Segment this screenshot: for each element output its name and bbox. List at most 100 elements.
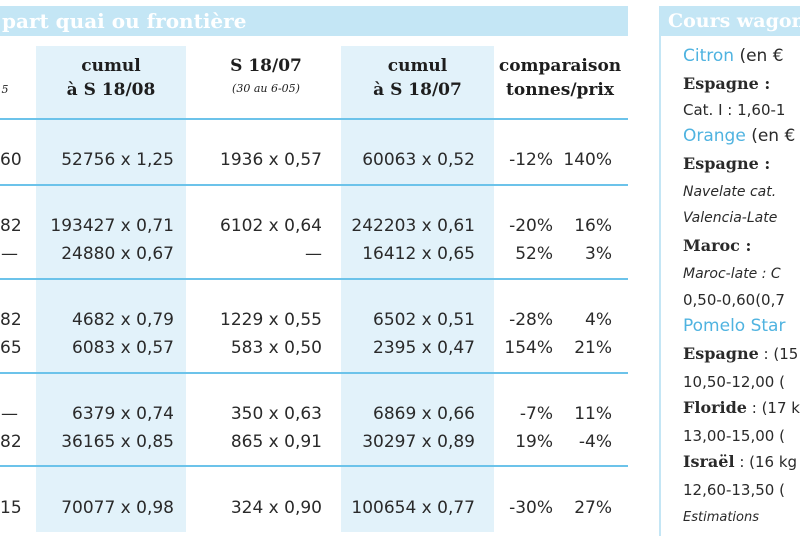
cell-compare-tonnes: 154% [504, 338, 553, 358]
cell-cumul-2007: 242203 x 0,61 [351, 216, 475, 236]
header-cumul-2007-line2: à S 18/07 [373, 80, 462, 100]
cell-col0: 82 [0, 216, 22, 236]
sidebar-line-text: Espagne : [683, 154, 771, 173]
row-divider [0, 278, 628, 280]
sidebar-title: Cours wagon [659, 6, 800, 36]
sidebar-line-text: Cat. I : 1,60-1 [683, 101, 786, 119]
sidebar-line-text: Espagne : [683, 74, 771, 93]
sidebar-line-text: Citron [683, 46, 735, 66]
cell-cumul-2008: 6083 x 0,57 [72, 338, 174, 358]
cell-cumul-2007: 6502 x 0,51 [373, 310, 475, 330]
table-section-title: part quai ou frontière [0, 6, 628, 36]
header-cumul-2008: cumul à S 18/08 [36, 54, 186, 102]
sidebar-line-extra: (en € [745, 126, 796, 146]
cell-cumul-2008: 36165 x 0,85 [61, 432, 174, 452]
cell-compare-tonnes: -7% [519, 404, 553, 424]
sidebar-line-italic: Maroc-late : C [683, 264, 781, 284]
header-col0-fragment: 5 [1, 83, 9, 96]
header-week: S 18/07 (30 au 6-05) [196, 54, 336, 100]
sidebar-line-extra: : (17 k [746, 399, 800, 417]
sidebar-line-note: Estimations [683, 508, 759, 528]
cell-cumul-2007: 60063 x 0,52 [362, 150, 475, 170]
cell-week: 350 x 0,63 [230, 404, 322, 424]
sidebar-line-italic: Navelate cat. [683, 182, 776, 202]
cell-compare-tonnes: 52% [515, 244, 553, 264]
cell-cumul-2008: 193427 x 0,71 [50, 216, 174, 236]
cell-cumul-2007: 6869 x 0,66 [373, 404, 475, 424]
sidebar-line-text: Valencia-Late [683, 210, 778, 226]
sidebar-line-text: Maroc-late : C [683, 266, 781, 282]
header-cumul-2008-line2: à S 18/08 [66, 80, 156, 100]
sidebar-line-plain: Cat. I : 1,60-1 [683, 100, 785, 120]
sidebar-line-extra: : (16 kg [734, 453, 798, 471]
cell-compare-tonnes: -28% [509, 310, 553, 330]
cell-cumul-2007: 100654 x 0,77 [351, 498, 475, 518]
cell-cumul-2008: 52756 x 1,25 [61, 150, 174, 170]
sidebar-line-country: Maroc : [683, 236, 751, 256]
cell-week: 324 x 0,90 [230, 498, 322, 518]
sidebar-line-country: Israël : (16 kg [683, 452, 797, 472]
cell-compare-price: -4% [578, 432, 612, 452]
sidebar-line-text: Estimations [683, 510, 760, 525]
sidebar-line-country: Espagne : (15 [683, 344, 798, 364]
sidebar-line-text: Floride [683, 398, 747, 417]
sidebar-line-text: Pomelo Star [683, 316, 786, 336]
cell-cumul-2007: 16412 x 0,65 [362, 244, 475, 264]
cell-cumul-2007: 30297 x 0,89 [362, 432, 475, 452]
header-cumul-2008-line1: cumul [81, 56, 141, 76]
sidebar-line-prod: Orange (en € [683, 126, 795, 146]
cell-col0: 65 [0, 338, 22, 358]
header-week-line2: (30 au 6-05) [232, 82, 300, 95]
cell-week: 583 x 0,50 [230, 338, 322, 358]
row-divider [0, 465, 628, 467]
sidebar-line-extra: (en € [734, 46, 784, 66]
cell-compare-price: 27% [574, 498, 612, 518]
cell-col0: 82 [0, 310, 22, 330]
sidebar-line-plain: 10,50-12,00 ( [683, 372, 785, 392]
cell-compare-price: 140% [563, 150, 612, 170]
cell-week: — [305, 244, 322, 264]
header-cumul-2007: cumul à S 18/07 [341, 54, 494, 102]
cell-compare-tonnes: -12% [509, 150, 553, 170]
sidebar-line-text: 0,50-0,60(0,7 [683, 291, 785, 309]
header-comparison: comparaison tonnes/prix [498, 54, 622, 102]
cell-col0: 15 [0, 498, 22, 518]
cell-compare-price: 21% [574, 338, 612, 358]
cell-col0: — [1, 244, 18, 264]
sidebar-line-text: 12,60-13,50 ( [683, 481, 785, 499]
cell-compare-price: 16% [574, 216, 612, 236]
sidebar-line-text: 10,50-12,00 ( [683, 373, 785, 391]
cell-compare-price: 11% [574, 404, 612, 424]
cell-compare-tonnes: -20% [509, 216, 553, 236]
cell-col0: — [1, 404, 18, 424]
sidebar-line-country: Espagne : [683, 74, 770, 94]
cell-cumul-2008: 6379 x 0,74 [72, 404, 174, 424]
row-divider [0, 184, 628, 186]
sidebar-line-plain: 0,50-0,60(0,7 [683, 290, 785, 310]
sidebar-line-text: Orange [683, 126, 746, 146]
sidebar-line-country: Espagne : [683, 154, 770, 174]
header-cumul-2007-line1: cumul [387, 56, 448, 76]
sidebar-line-text: Navelate cat. [683, 184, 777, 200]
row-divider [0, 118, 628, 120]
cell-week: 6102 x 0,64 [220, 216, 322, 236]
sidebar-line-italic: Valencia-Late [683, 208, 777, 228]
cell-cumul-2008: 24880 x 0,67 [61, 244, 174, 264]
column-shade-cumul-2008 [36, 46, 186, 532]
sidebar-panel [659, 6, 800, 536]
sidebar-line-extra: : (15 [758, 345, 799, 363]
cell-compare-tonnes: 19% [515, 432, 553, 452]
column-shade-cumul-2007 [341, 46, 494, 532]
cell-compare-price: 3% [585, 244, 612, 264]
sidebar-line-country: Floride : (17 k [683, 398, 800, 418]
sidebar-line-text: Espagne [683, 344, 759, 363]
header-week-line1: S 18/07 [230, 56, 302, 76]
cell-week: 1229 x 0,55 [220, 310, 322, 330]
cell-col0: 82 [0, 432, 22, 452]
sidebar-line-text: 13,00-15,00 ( [683, 427, 785, 445]
sidebar-line-text: Israël [683, 452, 735, 471]
row-divider [0, 372, 628, 374]
cell-cumul-2008: 70077 x 0,98 [61, 498, 174, 518]
cell-col0: 60 [0, 150, 22, 170]
cell-cumul-2007: 2395 x 0,47 [373, 338, 475, 358]
